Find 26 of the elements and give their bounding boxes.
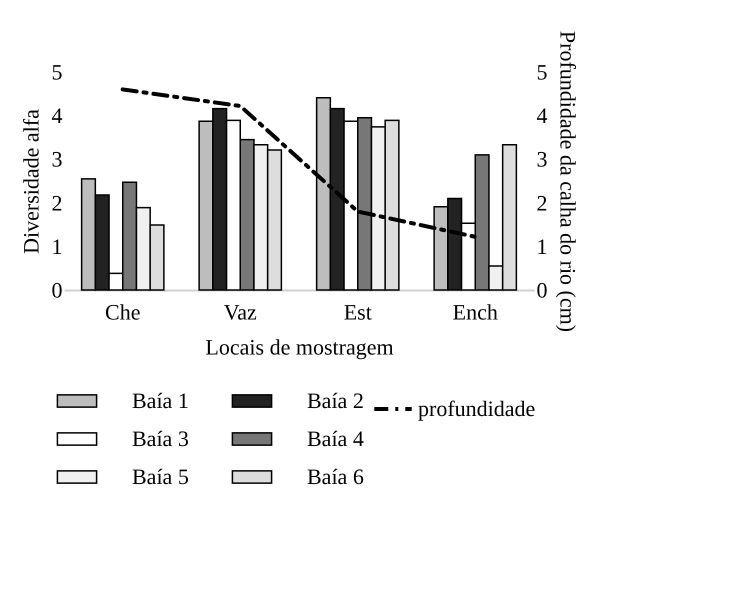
x-tick-label: Ench [452, 300, 498, 324]
legend-label: Baía 2 [307, 388, 364, 413]
y2-tick-label: 5 [536, 60, 548, 84]
x-tick-label: Est [344, 300, 372, 324]
y-tick-label: 1 [52, 234, 62, 259]
x-tick-label: Vaz [224, 300, 257, 324]
legend-label: Baía 4 [307, 426, 364, 451]
y-tick-label: 2 [52, 190, 62, 216]
legend-label: Baía 3 [132, 426, 189, 451]
legend-label: profundidade [418, 396, 536, 421]
legend-label: Baía 5 [132, 464, 189, 489]
y2-tick-label: 1 [536, 234, 548, 259]
y-axis-title: Diversidade alfa [18, 108, 44, 254]
legend-label: Baía 6 [307, 464, 364, 489]
x-axis-title: Locais de mostragem [205, 334, 394, 360]
y-tick-label: 5 [52, 60, 62, 84]
y2-tick-label: 2 [536, 190, 548, 216]
y2-tick-label: 3 [536, 146, 548, 172]
x-tick-label: Che [105, 300, 140, 324]
y-tick-label: 4 [52, 103, 62, 128]
y2-tick-label: 4 [536, 103, 548, 128]
y-tick-label: 0 [52, 278, 62, 302]
y2-axis-title: Profundidade da calha do rio (cm) [556, 30, 580, 332]
legend-label: Baía 1 [132, 388, 189, 413]
y-tick-label: 3 [52, 146, 62, 172]
y2-tick-label: 0 [536, 278, 548, 302]
